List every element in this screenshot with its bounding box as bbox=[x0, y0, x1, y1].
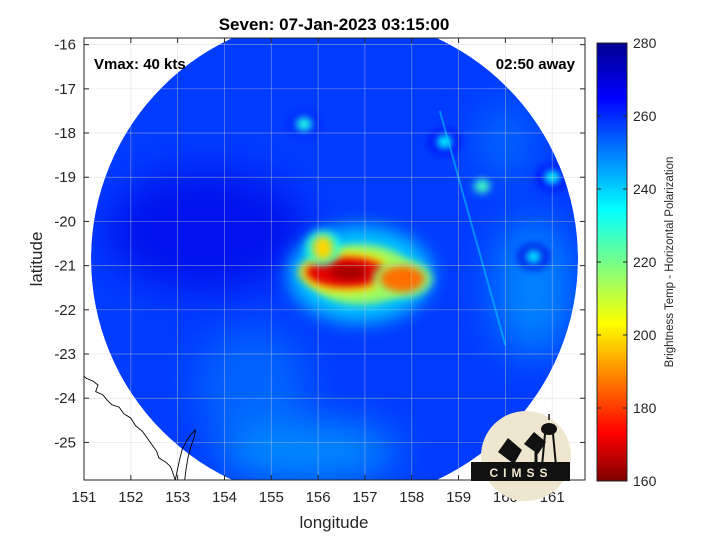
colorbar-tick-label: 220 bbox=[633, 254, 657, 270]
y-tick-label: -22 bbox=[54, 302, 76, 319]
colorbar-tick-label: 200 bbox=[633, 327, 657, 343]
feature-east-cell bbox=[525, 249, 542, 264]
microwave-swath bbox=[91, 38, 578, 480]
colorbar-tick-label: 160 bbox=[633, 473, 657, 489]
vmax-annotation: Vmax: 40 kts bbox=[94, 56, 186, 73]
y-tick-label: -17 bbox=[54, 81, 76, 98]
swath-shade bbox=[493, 217, 574, 358]
y-tick-label: -18 bbox=[54, 125, 76, 142]
chart-title: Seven: 07-Jan-2023 03:15:00 bbox=[219, 15, 450, 34]
plot-frame bbox=[83, 37, 586, 481]
storm-core-darkest bbox=[330, 265, 367, 280]
x-axis-label: longitude bbox=[299, 513, 368, 532]
colorbar-tick-label: 180 bbox=[633, 400, 657, 416]
x-tick-label: 155 bbox=[259, 489, 284, 506]
x-tick-label: 158 bbox=[399, 489, 424, 506]
y-tick-label: -21 bbox=[54, 258, 76, 275]
swath-seam bbox=[438, 110, 507, 346]
y-tick-label: -24 bbox=[54, 390, 76, 407]
y-tick-label: -16 bbox=[54, 37, 76, 54]
feature-northern-bump bbox=[312, 235, 333, 260]
x-tick-label: 153 bbox=[165, 489, 190, 506]
time-away-annotation: 02:50 away bbox=[496, 56, 576, 73]
grid-lines bbox=[84, 38, 585, 480]
y-tick-label: -19 bbox=[54, 169, 76, 186]
swath-shade bbox=[197, 329, 308, 450]
colorbar: 160 180 200 220 240 260 280 Brightness Temp - … bbox=[596, 35, 676, 489]
coastline bbox=[84, 375, 197, 480]
y-axis: -16 -17 -18 -19 -20 -21 -22 -23 -24 -25 bbox=[54, 37, 585, 451]
colorbar-tick-label: 240 bbox=[633, 181, 657, 197]
colorbar-tick-label: 260 bbox=[633, 108, 657, 124]
x-tick-label: 151 bbox=[71, 489, 96, 506]
swath-shade bbox=[105, 170, 306, 291]
feature-eastern-rainband bbox=[380, 265, 425, 292]
feature-northeast-cell bbox=[473, 179, 490, 194]
colorbar-gradient bbox=[596, 42, 628, 482]
cimss-logo: CIMSS bbox=[471, 411, 571, 501]
plot-area bbox=[83, 37, 586, 481]
colorbar-tick-label: 280 bbox=[633, 35, 657, 51]
y-tick-label: -23 bbox=[54, 346, 76, 363]
y-tick-label: -25 bbox=[54, 434, 76, 451]
colorbar-label: Brightness Temp - Horizontal Polarizatio… bbox=[664, 157, 676, 368]
x-tick-label: 159 bbox=[446, 489, 471, 506]
logo-text: CIMSS bbox=[489, 466, 552, 480]
y-tick-label: -20 bbox=[54, 213, 76, 230]
x-tick-label: 152 bbox=[118, 489, 143, 506]
feature-north-cell bbox=[296, 117, 313, 132]
x-tick-label: 154 bbox=[212, 489, 237, 506]
x-tick-label: 157 bbox=[352, 489, 377, 506]
x-tick-label: 156 bbox=[306, 489, 331, 506]
y-axis-label: latitude bbox=[27, 232, 46, 287]
swath-shade bbox=[218, 421, 399, 480]
